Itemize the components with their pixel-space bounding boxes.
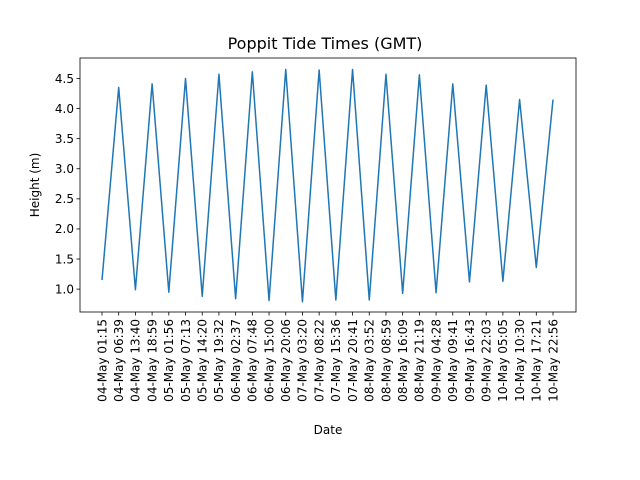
x-tick-label: 05-May 07:13 — [179, 319, 193, 402]
x-tick-label: 06-May 20:06 — [279, 319, 293, 402]
y-tick-label: 2.0 — [55, 222, 74, 236]
y-tick-label: 3.0 — [55, 162, 74, 176]
y-tick-label: 3.5 — [55, 132, 74, 146]
axes-frame — [79, 57, 577, 313]
x-tick-label: 07-May 08:22 — [312, 319, 326, 402]
x-tick-label: 08-May 03:52 — [363, 319, 377, 402]
x-axis-label: Date — [314, 423, 343, 437]
x-tick-label: 05-May 14:20 — [196, 319, 210, 402]
x-tick-label: 08-May 08:59 — [379, 319, 393, 402]
y-axis-label: Height (m) — [28, 153, 42, 218]
y-tick-label: 1.0 — [55, 282, 74, 296]
x-tick-label: 07-May 03:20 — [296, 319, 310, 402]
x-tick-label: 06-May 07:48 — [246, 319, 260, 402]
y-tick-label: 1.5 — [55, 252, 74, 266]
x-tick-label: 09-May 04:28 — [429, 319, 443, 402]
x-tick-label: 04-May 18:59 — [145, 319, 159, 402]
y-tick-label: 4.0 — [55, 102, 74, 116]
chart-title: Poppit Tide Times (GMT) — [228, 34, 423, 53]
x-tick-label: 04-May 01:15 — [95, 319, 109, 402]
x-tick-label: 07-May 15:36 — [329, 319, 343, 402]
x-tick-label: 05-May 19:32 — [212, 319, 226, 402]
x-tick-label: 09-May 16:43 — [463, 319, 477, 402]
x-tick-label: 05-May 01:56 — [162, 319, 176, 402]
y-tick-label: 4.5 — [55, 72, 74, 86]
x-tick-label: 06-May 15:00 — [262, 319, 276, 402]
x-tick-label: 10-May 05:05 — [496, 319, 510, 402]
x-tick-label: 09-May 09:41 — [446, 319, 460, 402]
x-tick-label: 10-May 10:30 — [513, 319, 527, 402]
x-tick-label: 08-May 21:19 — [413, 319, 427, 402]
x-tick-label: 04-May 13:40 — [129, 319, 143, 402]
x-tick-label: 07-May 20:41 — [346, 319, 360, 402]
x-tick-label: 06-May 02:37 — [229, 319, 243, 402]
y-tick-label: 2.5 — [55, 192, 74, 206]
x-tick-label: 04-May 06:39 — [112, 319, 126, 402]
x-tick-label: 08-May 16:09 — [396, 319, 410, 402]
x-tick-label: 09-May 22:03 — [479, 319, 493, 402]
plot-area: 1.01.52.02.53.03.54.04.504-May 01:15 04-M… — [55, 57, 577, 402]
x-tick-label: 10-May 22:56 — [546, 319, 560, 402]
x-tick-label: 10-May 17:21 — [530, 319, 544, 402]
series-line-0 — [101, 68, 554, 303]
